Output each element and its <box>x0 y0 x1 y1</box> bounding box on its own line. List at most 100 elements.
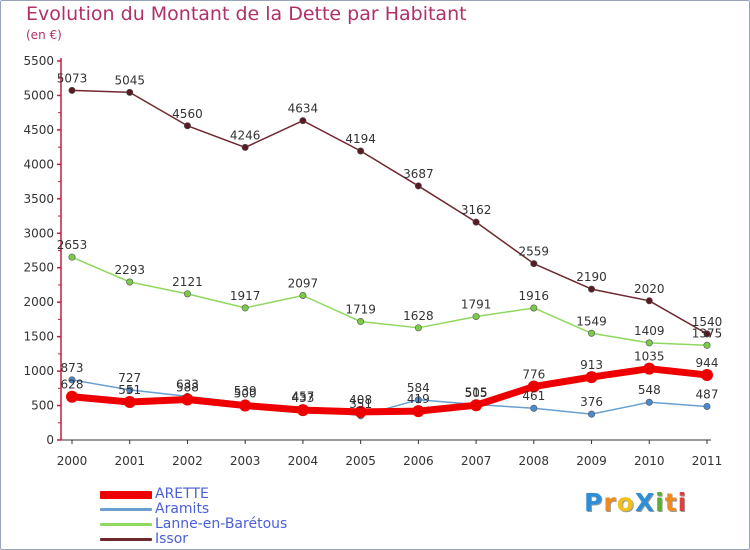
data-point <box>181 393 194 406</box>
data-label: 4634 <box>288 102 319 116</box>
data-label: 539 <box>234 384 257 398</box>
data-label: 588 <box>176 380 199 394</box>
data-point <box>123 396 136 409</box>
data-point <box>470 399 483 412</box>
y-tick-label: 5500 <box>23 54 54 68</box>
proxiti-logo: ProXiti <box>584 488 687 517</box>
y-tick-label: 3000 <box>23 226 54 240</box>
series-line-arette <box>68 365 711 416</box>
data-point <box>241 143 249 151</box>
logo-letter-x: X <box>634 488 656 517</box>
x-tick-label: 2006 <box>403 454 434 468</box>
logo-letter-r: r <box>603 488 617 517</box>
y-tick-label: 1500 <box>23 330 54 344</box>
data-label: 633 <box>176 377 199 391</box>
legend-label: Issor <box>155 531 189 547</box>
y-tick-label: 500 <box>31 399 54 413</box>
data-label: 515 <box>465 386 488 400</box>
data-point <box>645 339 653 347</box>
data-point <box>530 260 538 268</box>
data-label: 1916 <box>519 289 550 303</box>
x-tick-label: 2002 <box>172 454 203 468</box>
data-label: 2020 <box>634 282 665 296</box>
data-label: 5045 <box>114 73 145 87</box>
data-label: 913 <box>580 358 603 372</box>
data-point <box>414 182 422 190</box>
data-point <box>472 313 480 321</box>
data-label: 584 <box>407 381 430 395</box>
data-label: 628 <box>61 378 84 392</box>
x-tick-label: 2001 <box>114 454 145 468</box>
data-label: 2653 <box>57 238 88 252</box>
data-label: 1549 <box>576 314 607 328</box>
data-label: 1791 <box>461 298 492 312</box>
data-point <box>239 399 252 412</box>
data-label: 4194 <box>345 132 376 146</box>
data-label: 3687 <box>403 167 434 181</box>
data-label: 3162 <box>461 203 492 217</box>
data-label: 1917 <box>230 289 261 303</box>
data-label: 776 <box>522 368 545 382</box>
data-label: 1540 <box>692 315 723 329</box>
data-point <box>588 285 596 293</box>
data-point <box>643 362 656 375</box>
legend-swatch <box>100 508 152 511</box>
legend-label: Lanne-en-Barétous <box>155 516 288 532</box>
data-point <box>68 86 76 94</box>
logo-letter-o: o <box>616 488 635 517</box>
data-label: 548 <box>638 383 661 397</box>
x-tick-label: 2009 <box>576 454 607 468</box>
data-point <box>126 386 134 394</box>
data-point <box>414 324 422 332</box>
data-point <box>472 218 480 226</box>
data-point <box>703 330 711 338</box>
data-point <box>527 380 540 393</box>
data-label: 944 <box>696 356 719 370</box>
chart-data-labels: 628 551 588 500 433 408 419 505 776 913 1035 944 873… <box>57 71 723 410</box>
x-tick-label: 2010 <box>634 454 665 468</box>
data-point <box>588 329 596 337</box>
y-tick-label: 5000 <box>23 88 54 102</box>
data-point <box>299 117 307 125</box>
data-label: 873 <box>61 361 84 375</box>
data-point <box>68 376 76 384</box>
data-point <box>645 297 653 305</box>
legend-swatch <box>100 491 152 499</box>
data-label: 457 <box>291 390 314 404</box>
x-tick-label: 2004 <box>288 454 319 468</box>
x-tick-label: 2007 <box>461 454 492 468</box>
data-label: 1035 <box>634 350 665 364</box>
data-label: 433 <box>291 391 314 405</box>
data-label: 5073 <box>57 71 88 85</box>
data-point <box>354 405 367 418</box>
data-label: 1719 <box>345 303 376 317</box>
chart-series-lines <box>66 86 713 420</box>
data-point <box>703 402 711 410</box>
data-point <box>183 122 191 130</box>
data-label: 4246 <box>230 128 261 142</box>
data-label: 505 <box>465 386 488 400</box>
series-line-aramits <box>71 379 708 417</box>
data-label: 461 <box>522 389 545 403</box>
data-point <box>412 405 425 418</box>
x-tick-label: 2008 <box>519 454 550 468</box>
x-tick-label: 2005 <box>345 454 376 468</box>
data-label: 408 <box>349 393 372 407</box>
data-label: 4560 <box>172 107 203 121</box>
data-label: 2293 <box>114 263 145 277</box>
data-label: 2190 <box>576 270 607 284</box>
legend-label: Aramits <box>155 501 210 517</box>
y-tick-label: 4000 <box>23 157 54 171</box>
y-tick-label: 1000 <box>23 364 54 378</box>
series-line-issor <box>71 89 708 335</box>
data-label: 2121 <box>172 275 203 289</box>
data-point <box>126 88 134 96</box>
data-label: 1375 <box>692 326 723 340</box>
data-label: 1628 <box>403 309 434 323</box>
data-label: 727 <box>118 371 141 385</box>
chart-unit-label: (en €) <box>26 28 62 42</box>
data-point <box>357 147 365 155</box>
data-label: 419 <box>407 392 430 406</box>
data-label: 1409 <box>634 324 665 338</box>
